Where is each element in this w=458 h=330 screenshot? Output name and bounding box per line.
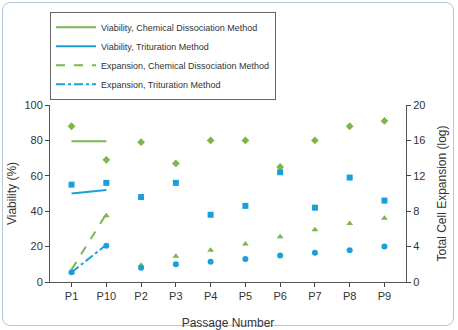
svg-text:Expansion, Trituration Method: Expansion, Trituration Method — [101, 80, 221, 90]
svg-text:0: 0 — [37, 276, 43, 288]
svg-text:P9: P9 — [378, 290, 391, 302]
svg-text:Viability, Trituration Method: Viability, Trituration Method — [101, 42, 209, 52]
svg-text:P3: P3 — [169, 290, 182, 302]
svg-text:20: 20 — [31, 240, 43, 252]
svg-text:8: 8 — [413, 205, 419, 217]
svg-text:80: 80 — [31, 134, 43, 146]
svg-text:16: 16 — [413, 134, 425, 146]
svg-text:P7: P7 — [308, 290, 321, 302]
svg-text:P8: P8 — [343, 290, 356, 302]
svg-text:P6: P6 — [273, 290, 286, 302]
svg-text:20: 20 — [413, 99, 425, 111]
svg-text:100: 100 — [24, 99, 42, 111]
svg-text:4: 4 — [413, 240, 419, 252]
svg-text:P1: P1 — [65, 290, 78, 302]
svg-text:P2: P2 — [134, 290, 147, 302]
svg-text:0: 0 — [413, 276, 419, 288]
svg-text:P5: P5 — [239, 290, 252, 302]
svg-text:Passage Number: Passage Number — [182, 316, 275, 330]
svg-text:Viability, Chemical Dissociati: Viability, Chemical Dissociation Method — [101, 23, 257, 33]
svg-text:40: 40 — [31, 205, 43, 217]
svg-text:Viability (%): Viability (%) — [5, 162, 19, 225]
svg-text:P4: P4 — [204, 290, 217, 302]
svg-text:60: 60 — [31, 170, 43, 182]
svg-text:Total Cell Expansion (log): Total Cell Expansion (log) — [435, 125, 449, 261]
svg-text:Expansion, Chemical Dissociati: Expansion, Chemical Dissociation Method — [101, 61, 269, 71]
svg-text:P10: P10 — [97, 290, 117, 302]
svg-text:12: 12 — [413, 170, 425, 182]
